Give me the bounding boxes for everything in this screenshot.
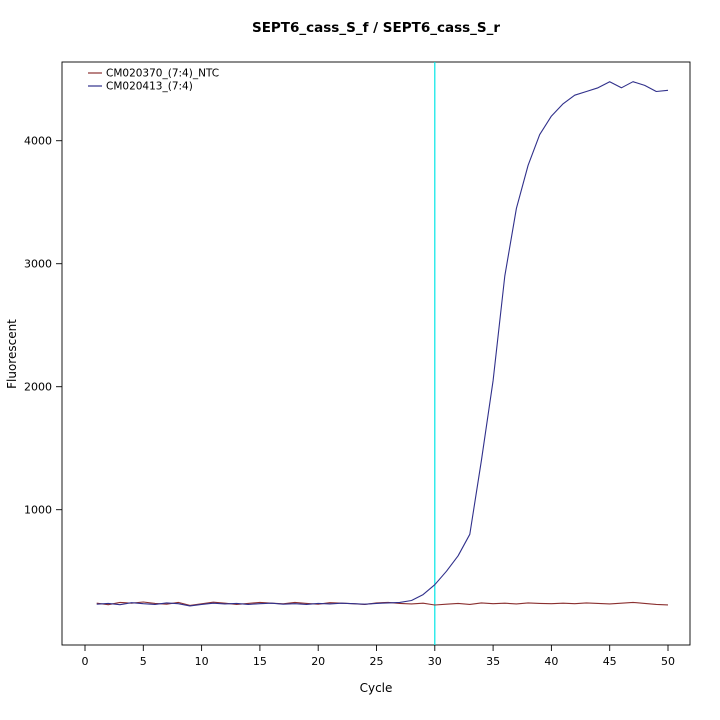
y-axis-label: Fluorescent <box>5 319 19 389</box>
x-tick-label: 5 <box>140 655 147 668</box>
x-tick-label: 35 <box>486 655 500 668</box>
y-tick-label: 2000 <box>24 381 52 394</box>
legend-label-ntc: CM020370_(7:4)_NTC <box>106 68 219 80</box>
legend-label-sample: CM020413_(7:4) <box>106 81 193 93</box>
plot-border <box>61 61 691 646</box>
x-axis-label: Cycle <box>360 681 393 695</box>
axis-ticks: 0 5 10 15 20 25 30 35 40 45 50 1000 2000 3000 4000 <box>24 135 675 668</box>
y-tick-label: 3000 <box>24 258 52 271</box>
x-tick-label: 45 <box>603 655 617 668</box>
x-tick-label: 10 <box>195 655 209 668</box>
x-tick-label: 50 <box>661 655 675 668</box>
x-tick-label: 20 <box>311 655 325 668</box>
x-tick-label: 25 <box>370 655 384 668</box>
x-tick-label: 0 <box>82 655 89 668</box>
y-tick-label: 1000 <box>24 504 52 517</box>
x-tick-label: 30 <box>428 655 442 668</box>
series-lines <box>96 81 669 607</box>
chart-title: SEPT6_cass_S_f / SEPT6_cass_S_r <box>252 20 500 36</box>
y-tick-label: 4000 <box>24 135 52 148</box>
x-tick-label: 15 <box>253 655 267 668</box>
series-line-1 <box>96 81 669 607</box>
x-tick-label: 40 <box>544 655 558 668</box>
legend: CM020370_(7:4)_NTC CM020413_(7:4) <box>88 68 219 93</box>
